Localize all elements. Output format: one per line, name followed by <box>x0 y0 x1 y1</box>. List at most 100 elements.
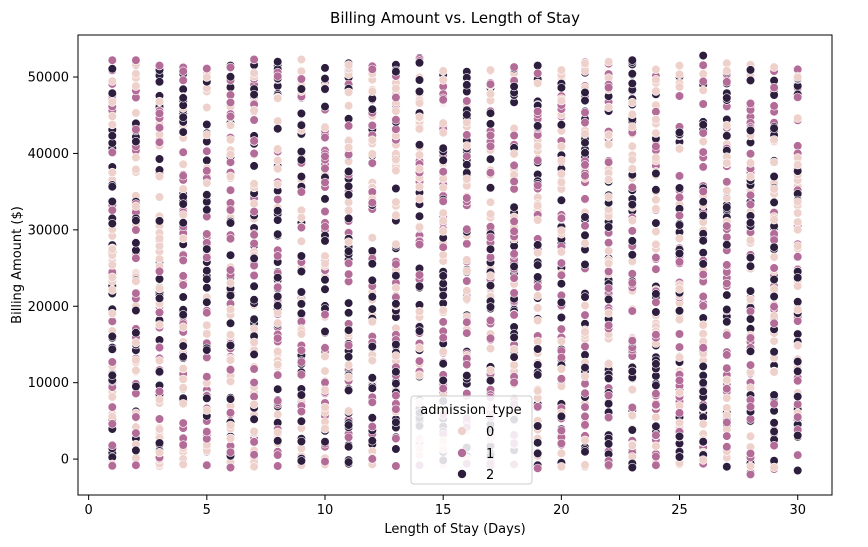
data-point-type-1 <box>391 259 401 269</box>
data-point-type-2 <box>651 185 661 195</box>
data-point-type-0 <box>296 54 307 65</box>
data-point-type-1 <box>131 288 141 298</box>
data-point-type-0 <box>249 68 259 78</box>
y-axis-label: Billing Amount ($) <box>10 206 25 324</box>
data-point-type-1 <box>131 225 141 235</box>
data-point-type-1 <box>793 376 803 386</box>
data-point-type-2 <box>533 448 543 459</box>
data-point-type-2 <box>178 199 188 209</box>
data-point-type-2 <box>533 370 543 380</box>
data-point-type-2 <box>296 155 307 165</box>
data-point-type-1 <box>769 302 779 312</box>
data-point-type-1 <box>131 55 141 65</box>
data-point-type-2 <box>674 431 685 442</box>
data-point-type-0 <box>533 303 543 313</box>
data-point-type-0 <box>178 364 188 374</box>
data-point-type-1 <box>533 68 543 78</box>
data-point-type-1 <box>154 108 165 119</box>
data-point-type-2 <box>698 437 708 447</box>
data-point-type-1 <box>344 121 354 131</box>
data-point-type-0 <box>722 158 732 168</box>
data-point-type-1 <box>722 177 732 187</box>
data-point-type-1 <box>627 306 637 316</box>
data-point-type-1 <box>249 437 259 447</box>
data-point-type-1 <box>438 333 448 343</box>
data-point-type-1 <box>722 384 732 394</box>
data-point-type-0 <box>414 306 425 317</box>
data-point-type-2 <box>722 93 732 103</box>
data-point-type-2 <box>674 183 685 193</box>
data-point-type-1 <box>603 238 614 248</box>
data-point-type-2 <box>273 273 283 283</box>
data-point-type-1 <box>462 276 472 286</box>
data-point-type-0 <box>296 236 307 246</box>
legend-marker-0 <box>457 426 467 436</box>
data-point-type-2 <box>698 236 708 246</box>
data-point-type-2 <box>178 112 188 122</box>
data-point-type-2 <box>131 216 141 226</box>
data-point-type-2 <box>178 93 188 103</box>
data-point-type-2 <box>344 181 354 191</box>
data-point-type-1 <box>249 270 259 281</box>
data-point-type-2 <box>580 363 590 373</box>
data-point-type-0 <box>296 213 307 223</box>
data-point-type-1 <box>533 402 543 412</box>
data-point-type-1 <box>178 271 188 281</box>
data-point-type-0 <box>438 226 448 236</box>
data-point-type-2 <box>698 210 708 221</box>
data-point-type-1 <box>225 265 236 275</box>
data-point-type-0 <box>438 216 448 226</box>
data-point-type-1 <box>722 417 732 428</box>
data-point-type-1 <box>674 171 685 181</box>
data-point-type-1 <box>603 320 614 331</box>
data-point-type-0 <box>391 210 401 220</box>
data-point-type-2 <box>131 381 141 392</box>
data-point-type-0 <box>556 364 567 374</box>
data-point-type-2 <box>154 367 165 377</box>
x-axis-label: Length of Stay (Days) <box>384 522 525 537</box>
data-point-type-1 <box>462 193 472 203</box>
data-point-type-2 <box>202 119 212 130</box>
data-point-type-0 <box>674 60 685 71</box>
data-point-type-0 <box>462 266 472 276</box>
data-point-type-0 <box>627 141 637 151</box>
data-point-type-1 <box>462 317 472 327</box>
data-point-type-0 <box>580 301 590 311</box>
data-point-type-1 <box>107 419 117 429</box>
data-point-type-1 <box>603 390 614 401</box>
data-point-type-2 <box>344 213 354 223</box>
data-point-type-0 <box>533 291 543 301</box>
data-point-type-2 <box>391 417 401 427</box>
data-point-type-1 <box>391 115 401 125</box>
data-point-type-1 <box>485 232 496 242</box>
data-point-type-0 <box>793 113 803 123</box>
data-point-type-1 <box>320 343 330 353</box>
x-tick-label: 15 <box>435 503 452 518</box>
data-point-type-0 <box>769 462 779 473</box>
data-point-type-1 <box>414 270 425 280</box>
data-point-type-1 <box>249 230 259 240</box>
data-point-type-0 <box>249 426 259 437</box>
data-point-type-1 <box>674 375 685 386</box>
x-axis: 0 5 10 15 20 25 30 <box>84 495 806 518</box>
data-point-type-0 <box>296 329 307 339</box>
data-point-type-2 <box>745 218 756 228</box>
x-tick-label: 25 <box>671 503 688 518</box>
data-point-type-0 <box>651 227 661 237</box>
data-point-type-0 <box>462 141 472 151</box>
data-point-type-0 <box>320 122 330 133</box>
data-point-type-1 <box>438 384 448 394</box>
data-point-type-0 <box>533 201 543 211</box>
data-point-type-1 <box>485 333 496 343</box>
data-point-type-1 <box>485 168 496 178</box>
data-point-type-2 <box>438 143 448 153</box>
data-point-type-1 <box>391 391 401 401</box>
data-point-type-0 <box>674 82 685 92</box>
data-point-type-2 <box>485 281 496 291</box>
data-point-type-1 <box>131 412 141 422</box>
data-point-type-2 <box>296 416 307 426</box>
data-point-type-0 <box>722 375 732 385</box>
data-point-type-0 <box>651 114 661 125</box>
data-point-type-1 <box>793 316 803 326</box>
